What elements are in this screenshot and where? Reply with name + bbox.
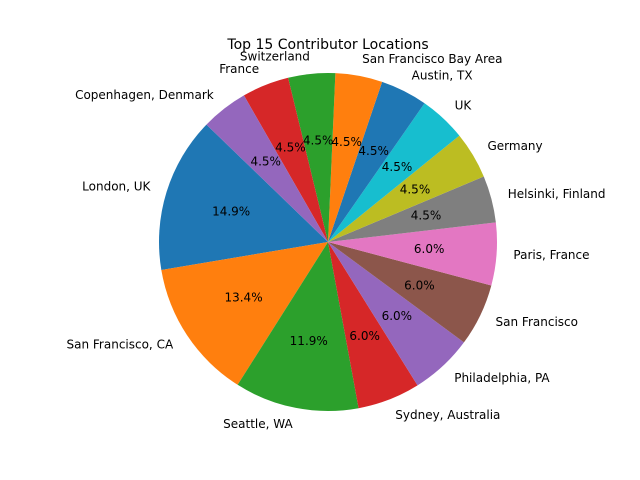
slice-paris-france — [328, 222, 497, 286]
percent-label-london-uk: 14.9% — [212, 204, 250, 218]
percent-label-san-francisco-bay-area: 4.5% — [331, 135, 362, 149]
slice-label-san-francisco: San Francisco — [496, 315, 578, 329]
slice-label-san-francisco-bay-area: San Francisco Bay Area — [362, 52, 502, 66]
percent-label-sydney-australia: 6.0% — [349, 329, 380, 343]
slice-label-philadelphia-pa: Philadelphia, PA — [454, 371, 550, 385]
slice-switzerland — [288, 73, 336, 242]
percent-label-san-francisco: 6.0% — [404, 278, 435, 292]
percent-labels: 14.9%13.4%11.9% 6.0%6.0%6.0%6.0%4.5%4.5%4… — [212, 134, 444, 348]
percent-label-france: 4.5% — [275, 140, 306, 154]
percent-label-philadelphia-pa: 6.0% — [382, 309, 413, 323]
slice-helsinki-finland — [328, 176, 496, 242]
slice-san-francisco-bay-area — [328, 73, 383, 242]
slice-label-switzerland: Switzerland — [240, 49, 310, 63]
pie-slices — [158, 73, 497, 411]
slice-label-london-uk: London, UK — [82, 179, 151, 193]
slice-labels: London, UK San Francisco, CA Seattle, WA Sy… — [67, 49, 606, 431]
slice-label-copenhagen-denmark: Copenhagen, Denmark — [75, 88, 214, 102]
slice-label-germany: Germany — [487, 139, 542, 153]
percent-label-seattle-wa: 11.9% — [290, 334, 328, 348]
percent-label-helsinki-finland: 4.5% — [411, 209, 442, 223]
slice-sydney-australia — [328, 242, 418, 409]
percent-label-uk: 4.5% — [382, 160, 413, 174]
slice-label-sydney-australia: Sydney, Australia — [395, 408, 500, 422]
percent-label-san-francisco-ca: 13.4% — [224, 291, 262, 305]
slice-london-uk — [158, 124, 328, 270]
slice-label-uk: UK — [455, 98, 473, 112]
chart-title: Top 15 Contributor Locations — [226, 37, 428, 53]
slice-germany — [328, 135, 484, 242]
slice-france — [243, 77, 328, 243]
percent-label-copenhagen-denmark: 4.5% — [250, 155, 281, 169]
slice-san-francisco-ca — [161, 242, 328, 385]
percent-label-switzerland: 4.5% — [303, 134, 334, 148]
slice-seattle-wa — [237, 242, 359, 411]
slice-san-francisco — [328, 242, 492, 343]
slice-philadelphia-pa — [328, 242, 464, 386]
percent-label-germany: 4.5% — [400, 182, 431, 196]
slice-label-helsinki-finland: Helsinki, Finland — [508, 187, 606, 201]
percent-label-paris-france: 6.0% — [414, 242, 445, 256]
slice-label-paris-france: Paris, France — [513, 248, 589, 262]
percent-label-austin-tx: 4.5% — [358, 144, 389, 158]
slice-uk — [328, 103, 460, 242]
slice-austin-tx — [328, 81, 425, 242]
slice-copenhagen-denmark — [206, 95, 328, 243]
slice-label-san-francisco-ca: San Francisco, CA — [67, 337, 174, 351]
slice-label-seattle-wa: Seattle, WA — [223, 417, 293, 431]
slice-label-france: France — [219, 62, 259, 76]
slice-label-austin-tx: Austin, TX — [412, 69, 473, 83]
